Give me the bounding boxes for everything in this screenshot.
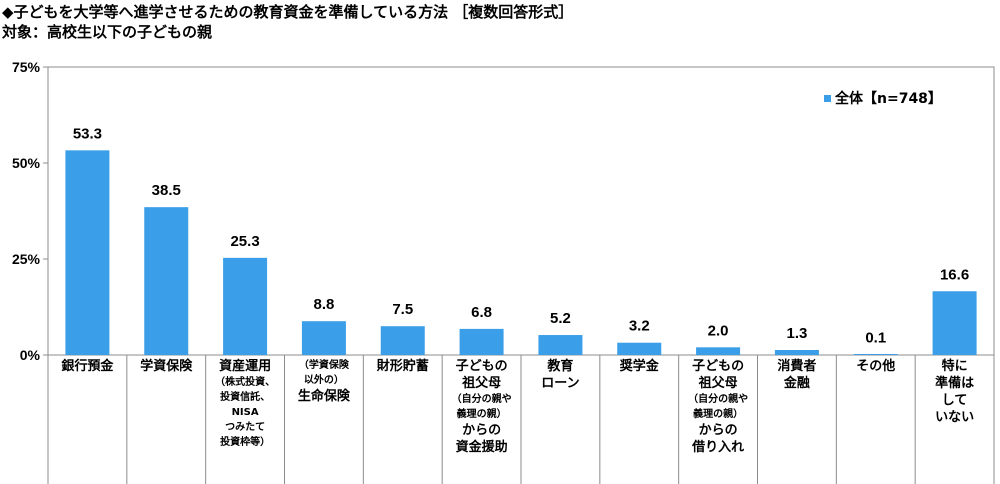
category-label-line: 資産運用 <box>219 359 272 374</box>
category-label-line: 投資枠等） <box>220 437 271 448</box>
value-label: 53.3 <box>73 125 102 142</box>
category-label-line: 義理の親） <box>693 409 744 420</box>
category-label: 学資保険 <box>127 358 205 375</box>
category-label: 奨学金 <box>600 358 678 375</box>
category-label: 子どもの祖父母 （自分の親や 義理の親） からの資金援助 <box>443 358 521 456</box>
category-label-line: 学資保険 <box>140 359 193 374</box>
y-tick-label: 0% <box>20 347 41 363</box>
bar <box>65 150 110 355</box>
bar <box>144 207 189 355</box>
category-label-line: （自分の親や <box>688 394 749 405</box>
value-label: 6.8 <box>471 304 492 321</box>
value-label: 25.3 <box>230 233 259 250</box>
chart-subtitle: 対象：高校生以下の子どもの親 <box>2 23 213 41</box>
category-label-line: 教育 <box>547 359 574 374</box>
category-label-line: 消費者 <box>777 359 817 374</box>
category-label-line: 借り入れ <box>692 440 745 455</box>
legend: 全体【n=748】 <box>824 88 942 108</box>
category-label: （学資保険以外の） 生命保険 <box>285 358 363 405</box>
value-label: 7.5 <box>392 301 413 318</box>
category-label-line: 義理の親） <box>456 409 507 420</box>
category-label-line: いない <box>935 410 975 425</box>
category-label-line: 以外の） <box>303 375 344 386</box>
category-label-line: 生命保険 <box>297 389 350 404</box>
category-label: 子どもの祖父母 （自分の親や 義理の親） からの借り入れ <box>679 358 757 456</box>
value-label: 0.1 <box>865 330 886 347</box>
chart-title: ◆子どもを大学等へ進学させるための教育資金を準備している方法 ［複数回答形式］ <box>2 3 574 21</box>
category-label-line: つみたて <box>225 422 266 433</box>
category-label: 銀行預金 <box>48 358 126 375</box>
value-label: 2.0 <box>708 322 729 339</box>
category-label-line: 奨学金 <box>619 359 659 374</box>
category-label-line: 子どもの <box>455 359 508 374</box>
category-label-line: （自分の親や <box>451 394 512 405</box>
category-label-line: 準備は <box>935 376 975 391</box>
y-tick-label: 25% <box>12 251 41 267</box>
category-label-line: 投資信託、 <box>220 392 271 403</box>
bar <box>380 326 425 355</box>
category-label-line: その他 <box>856 359 896 374</box>
value-label: 3.2 <box>629 318 650 335</box>
category-label-line: （学資保険 <box>298 360 349 371</box>
bar <box>301 321 346 355</box>
value-label: 8.8 <box>313 296 334 313</box>
category-label-line: からの <box>462 423 502 438</box>
category-label: 消費者 金融 <box>758 358 836 392</box>
category-label-line: 子どもの <box>692 359 745 374</box>
value-label: 38.5 <box>152 182 181 199</box>
category-label-line: NISA <box>231 407 259 418</box>
plot-frame <box>47 66 995 356</box>
category-label-line: 金融 <box>783 376 810 391</box>
bar <box>774 350 819 355</box>
category-label: 教育 ローン <box>521 358 599 392</box>
value-label: 5.2 <box>550 310 571 327</box>
category-label-line: 銀行預金 <box>61 359 114 374</box>
category-label-line: 祖父母 <box>698 376 738 391</box>
bar <box>617 342 662 355</box>
value-label: 16.6 <box>940 266 969 283</box>
bar <box>538 335 583 355</box>
category-label-line: （株式投資、 <box>215 377 276 388</box>
bar <box>932 291 977 355</box>
category-label: 特に準備はしていない <box>916 358 994 426</box>
y-tick-label: 75% <box>12 59 41 75</box>
category-label-line: からの <box>698 423 738 438</box>
category-label-line: して <box>941 393 968 408</box>
category-label-line: 祖父母 <box>462 376 502 391</box>
category-label-line: 財形貯蓄 <box>376 359 429 374</box>
y-tick-label: 50% <box>12 155 41 171</box>
bar <box>696 347 741 355</box>
category-label: 資産運用 （株式投資、 投資信託、 NISA つみたて投資枠等） <box>206 358 284 450</box>
legend-swatch <box>824 94 831 102</box>
category-label: その他 <box>837 358 915 375</box>
category-label: 財形貯蓄 <box>364 358 442 375</box>
bar <box>853 354 898 355</box>
legend-label: 全体【n=748】 <box>835 91 942 107</box>
category-label-line: 特に <box>941 359 968 374</box>
value-label: 1.3 <box>786 325 807 342</box>
bar <box>223 257 268 355</box>
bar <box>459 328 504 355</box>
category-label-line: ローン <box>541 376 580 391</box>
category-label-line: 資金援助 <box>455 440 508 455</box>
